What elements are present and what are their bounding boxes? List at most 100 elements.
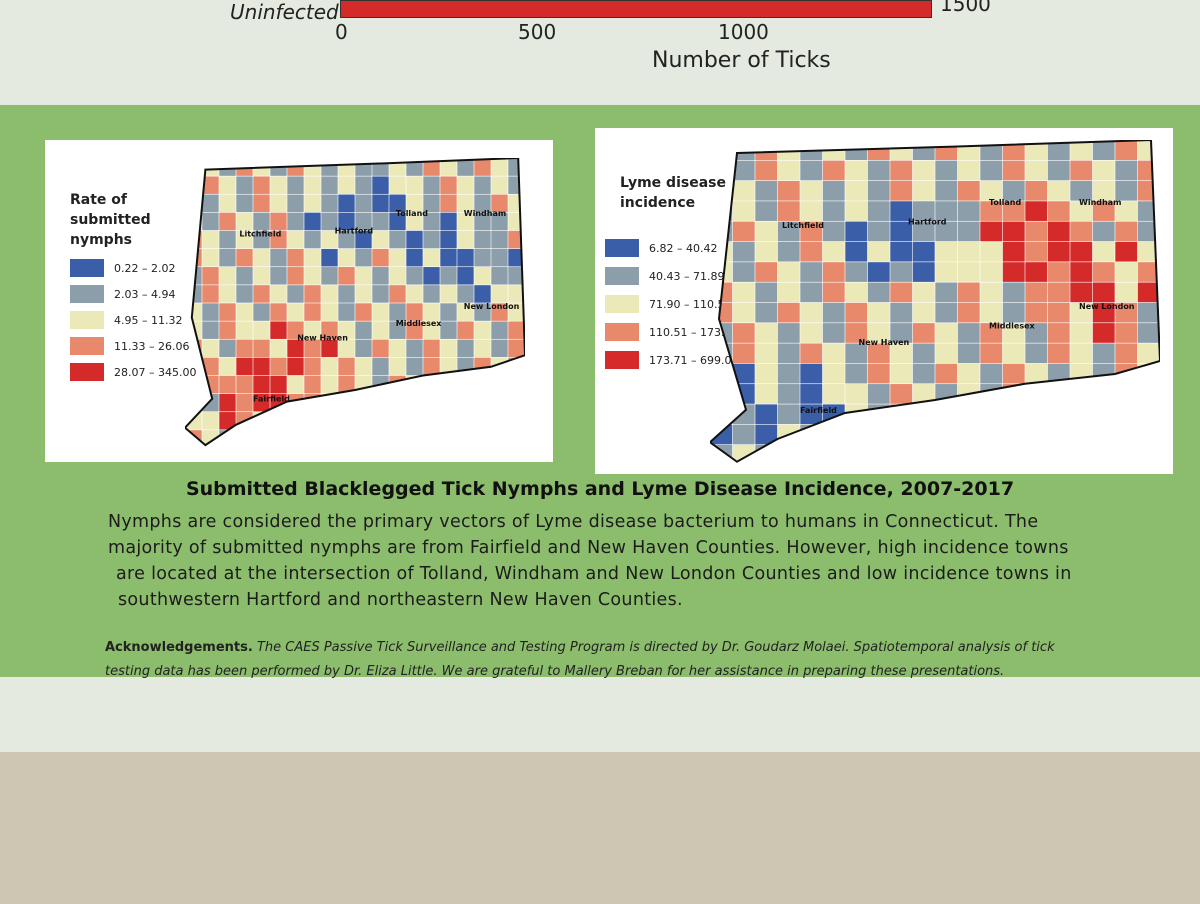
town <box>303 411 322 431</box>
county-label: New London <box>1079 302 1135 311</box>
town <box>337 284 356 304</box>
town <box>867 424 891 446</box>
town <box>185 175 203 196</box>
town <box>490 338 509 359</box>
town <box>934 322 959 344</box>
town <box>371 320 390 341</box>
town <box>889 261 914 283</box>
town <box>422 284 441 304</box>
town <box>388 429 407 446</box>
town <box>371 175 390 196</box>
town <box>439 411 458 431</box>
town <box>1137 180 1160 202</box>
town <box>732 403 756 426</box>
town <box>235 175 254 196</box>
town <box>844 363 869 385</box>
town <box>732 200 756 223</box>
x-tick-label: 0 <box>335 20 348 44</box>
town <box>1092 220 1116 243</box>
town <box>354 393 373 413</box>
town <box>439 212 458 232</box>
town <box>1137 444 1160 462</box>
town <box>957 220 981 243</box>
town <box>303 175 322 196</box>
town <box>320 302 339 322</box>
town <box>912 302 936 324</box>
town <box>1047 241 1071 263</box>
town <box>822 200 846 223</box>
county-label: Fairfield <box>800 406 837 415</box>
town <box>1137 424 1160 446</box>
town <box>337 193 356 214</box>
legend-label: 6.82 – 40.42 <box>649 241 718 255</box>
town <box>473 284 492 304</box>
town <box>354 411 373 431</box>
town <box>439 193 458 214</box>
town <box>1137 322 1160 344</box>
town <box>218 375 237 395</box>
town <box>777 200 801 223</box>
body-line: Nymphs are considered the primary vector… <box>108 512 1039 532</box>
map-panel: Lyme disease incidence 6.82 – 40.42 40.43 … <box>595 128 1173 474</box>
town <box>320 393 339 413</box>
town <box>1047 200 1071 223</box>
town <box>867 302 891 324</box>
town <box>218 411 237 431</box>
town <box>185 393 203 413</box>
town <box>912 261 936 283</box>
town <box>456 320 475 341</box>
town <box>957 160 981 182</box>
bar-category: Uninfected <box>230 0 339 24</box>
town <box>1024 261 1049 283</box>
town <box>957 140 981 162</box>
town <box>1137 200 1160 223</box>
town <box>1024 220 1049 243</box>
town <box>1069 322 1094 344</box>
town <box>1092 403 1116 426</box>
town <box>710 424 734 446</box>
town <box>1047 281 1071 304</box>
legend-item: 71.90 – 110.50 <box>605 291 731 317</box>
town <box>371 230 390 250</box>
county-label: Windham <box>464 209 506 218</box>
town <box>1002 220 1026 243</box>
town <box>934 403 959 426</box>
town <box>235 320 254 341</box>
town <box>799 261 824 283</box>
legend-label: 40.43 – 71.89 <box>649 269 725 283</box>
town <box>822 363 846 385</box>
town <box>732 302 756 324</box>
town <box>799 322 824 344</box>
town <box>1024 424 1049 446</box>
town <box>1002 140 1026 162</box>
town <box>473 320 492 341</box>
town <box>185 429 203 446</box>
town <box>1137 220 1160 243</box>
town <box>1047 342 1071 365</box>
town <box>1069 281 1094 304</box>
town <box>422 266 441 286</box>
town <box>777 180 801 202</box>
legend-item: 28.07 – 345.00 <box>70 359 196 385</box>
town <box>388 266 407 286</box>
town <box>337 393 356 413</box>
town <box>1092 383 1116 405</box>
town <box>979 160 1004 182</box>
town <box>979 383 1004 405</box>
town <box>507 230 525 250</box>
town <box>269 175 288 196</box>
town <box>235 302 254 322</box>
town <box>456 375 475 395</box>
town <box>1024 281 1049 304</box>
town <box>388 338 407 359</box>
town <box>889 363 914 385</box>
town <box>1002 424 1026 446</box>
town <box>822 302 846 324</box>
town <box>371 302 390 322</box>
town <box>710 403 734 426</box>
town <box>777 363 801 385</box>
town <box>405 393 424 413</box>
town <box>822 424 846 446</box>
legend-title: Rate of submitted nymphs <box>70 192 151 248</box>
ack-line: testing data has been performed by Dr. E… <box>105 664 1005 679</box>
